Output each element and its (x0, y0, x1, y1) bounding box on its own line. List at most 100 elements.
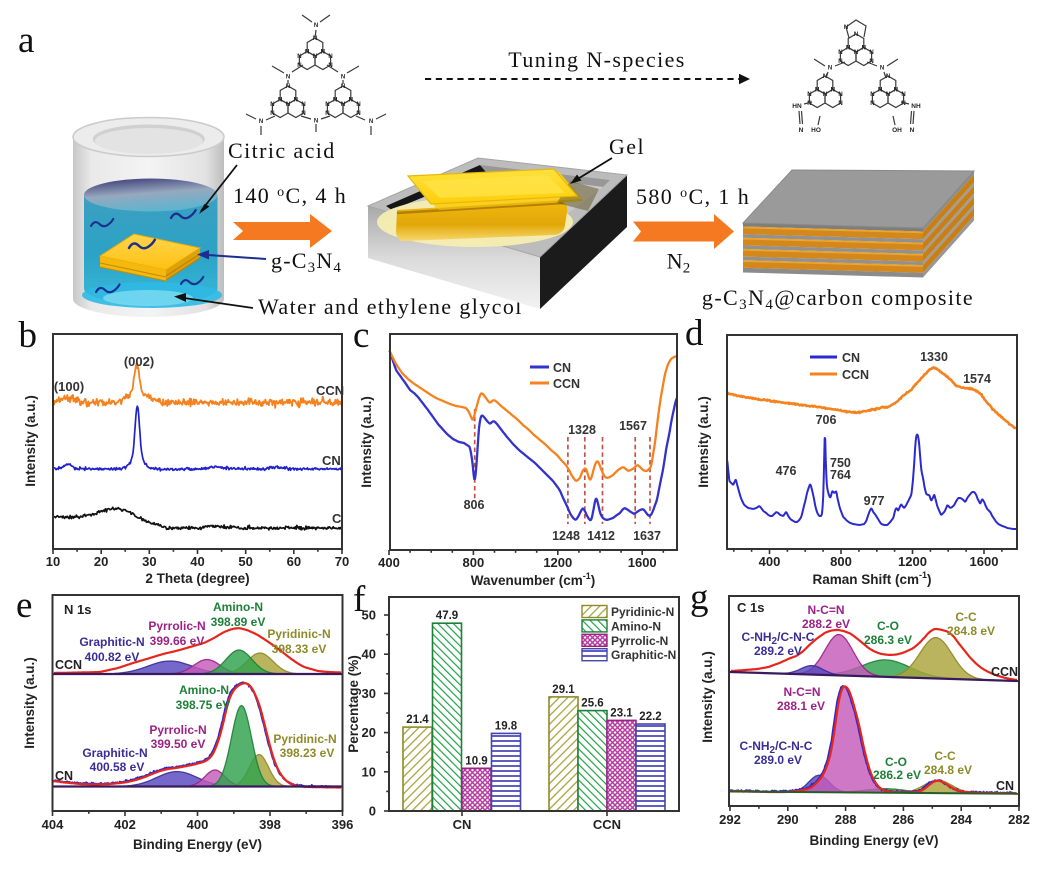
svg-text:284.8 eV: 284.8 eV (947, 624, 995, 638)
svg-text:800: 800 (830, 554, 852, 569)
svg-text:CCN: CCN (553, 377, 580, 391)
svg-text:21.4: 21.4 (406, 714, 429, 726)
svg-text:40: 40 (362, 647, 376, 662)
svg-text:Intensity (a.u.): Intensity (a.u.) (700, 651, 715, 743)
svg-text:C-O: C-O (877, 619, 899, 633)
svg-text:C: C (332, 511, 342, 526)
svg-text:286.3 eV: 286.3 eV (864, 633, 912, 647)
svg-text:N: N (854, 50, 858, 56)
svg-text:CCN: CCN (991, 665, 1018, 679)
svg-text:N-C=N: N-C=N (807, 603, 844, 617)
svg-text:C-NH2/C-N-C: C-NH2/C-N-C (742, 630, 815, 647)
svg-text:290: 290 (777, 812, 799, 827)
svg-text:800: 800 (463, 555, 485, 570)
svg-text:Wavenumber (cm-1): Wavenumber (cm-1) (471, 571, 596, 588)
svg-text:N: N (869, 50, 873, 56)
svg-text:N: N (294, 98, 298, 104)
svg-text:N: N (314, 119, 318, 125)
svg-text:Gel: Gel (609, 134, 645, 159)
svg-text:g-C3N4@carbon composite: g-C3N4@carbon composite (702, 285, 974, 313)
svg-text:Percentage (%): Percentage (%) (346, 655, 361, 753)
svg-text:N: N (878, 88, 882, 94)
svg-text:10: 10 (46, 554, 60, 569)
svg-text:N: N (880, 66, 884, 72)
svg-text:Intensity (a.u.): Intensity (a.u.) (696, 396, 711, 488)
svg-text:1330: 1330 (920, 350, 948, 364)
svg-text:N: N (838, 101, 842, 107)
svg-text:N: N (846, 46, 850, 52)
svg-text:b: b (19, 315, 38, 356)
svg-text:N: N (328, 63, 332, 69)
svg-text:Binding Energy (eV): Binding Energy (eV) (133, 837, 262, 852)
svg-text:N: N (286, 84, 290, 90)
svg-text:140 oC, 4 h: 140 oC, 4 h (233, 183, 347, 208)
svg-text:Intensity (a.u.): Intensity (a.u.) (22, 657, 37, 749)
svg-text:CCN: CCN (55, 658, 82, 672)
svg-text:N: N (886, 74, 890, 80)
svg-text:CCN: CCN (593, 817, 621, 832)
svg-text:C-C: C-C (955, 610, 977, 624)
svg-text:29.1: 29.1 (552, 684, 575, 696)
svg-text:396: 396 (332, 817, 354, 832)
svg-text:977: 977 (864, 494, 885, 508)
svg-text:288.2 eV: 288.2 eV (802, 617, 850, 631)
svg-text:2 Theta (degree): 2 Theta (degree) (145, 571, 249, 586)
svg-text:Pyrrolic-N: Pyrrolic-N (611, 634, 668, 648)
svg-text:N: N (305, 50, 309, 56)
svg-text:N: N (321, 50, 325, 56)
svg-text:288.1 eV: 288.1 eV (777, 699, 825, 713)
svg-text:10.9: 10.9 (465, 755, 487, 767)
svg-text:N: N (278, 98, 282, 104)
svg-text:N: N (815, 88, 819, 94)
svg-text:Intensity (a.u.): Intensity (a.u.) (23, 395, 38, 487)
svg-text:Graphitic-N: Graphitic-N (79, 635, 144, 649)
svg-text:70: 70 (335, 554, 349, 569)
svg-text:47.9: 47.9 (436, 610, 458, 622)
svg-text:C-O: C-O (885, 755, 907, 769)
svg-text:N: N (862, 46, 866, 52)
svg-text:CN: CN (996, 779, 1014, 793)
svg-text:Water and ethylene glycol: Water and ethylene glycol (258, 294, 523, 319)
svg-text:CN: CN (842, 351, 860, 365)
svg-text:806: 806 (464, 498, 485, 512)
svg-text:N: N (799, 127, 804, 134)
svg-text:N: N (369, 119, 373, 125)
svg-text:30: 30 (142, 554, 156, 569)
svg-text:N 1s: N 1s (64, 602, 91, 617)
svg-text:Citric acid: Citric acid (228, 138, 336, 163)
svg-text:N: N (313, 54, 317, 60)
svg-text:Pyridinic-N: Pyridinic-N (267, 627, 330, 641)
svg-text:N: N (270, 111, 274, 117)
svg-text:N: N (807, 92, 811, 98)
svg-text:CCN: CCN (842, 368, 869, 382)
svg-text:N: N (901, 92, 905, 98)
svg-text:N: N (356, 111, 360, 117)
svg-text:CN: CN (453, 817, 472, 832)
svg-text:N: N (297, 63, 301, 69)
svg-text:CN: CN (322, 453, 341, 468)
svg-text:N: N (831, 88, 835, 94)
svg-text:N: N (341, 102, 345, 108)
svg-text:476: 476 (776, 464, 797, 478)
svg-text:Graphitic-N: Graphitic-N (611, 648, 676, 662)
svg-text:N: N (294, 98, 298, 104)
svg-text:Amino-N: Amino-N (611, 619, 661, 633)
svg-text:(100): (100) (54, 379, 84, 394)
svg-text:1567: 1567 (619, 419, 647, 433)
svg-text:402: 402 (114, 817, 136, 832)
svg-text:60: 60 (287, 554, 301, 569)
svg-text:C-NH2/C-N-C: C-NH2/C-N-C (740, 739, 813, 756)
svg-text:1248: 1248 (552, 529, 580, 543)
svg-text:399.66 eV: 399.66 eV (150, 634, 205, 648)
svg-text:20: 20 (94, 554, 108, 569)
svg-text:N: N (349, 98, 353, 104)
svg-text:N: N (333, 98, 337, 104)
svg-text:398: 398 (259, 817, 281, 832)
svg-text:706: 706 (816, 413, 837, 427)
svg-text:NH: NH (911, 103, 921, 110)
svg-text:1328: 1328 (568, 423, 596, 437)
svg-text:1200: 1200 (898, 554, 927, 569)
svg-text:400: 400 (187, 817, 209, 832)
svg-text:N: N (301, 102, 305, 108)
svg-text:N: N (910, 127, 915, 134)
